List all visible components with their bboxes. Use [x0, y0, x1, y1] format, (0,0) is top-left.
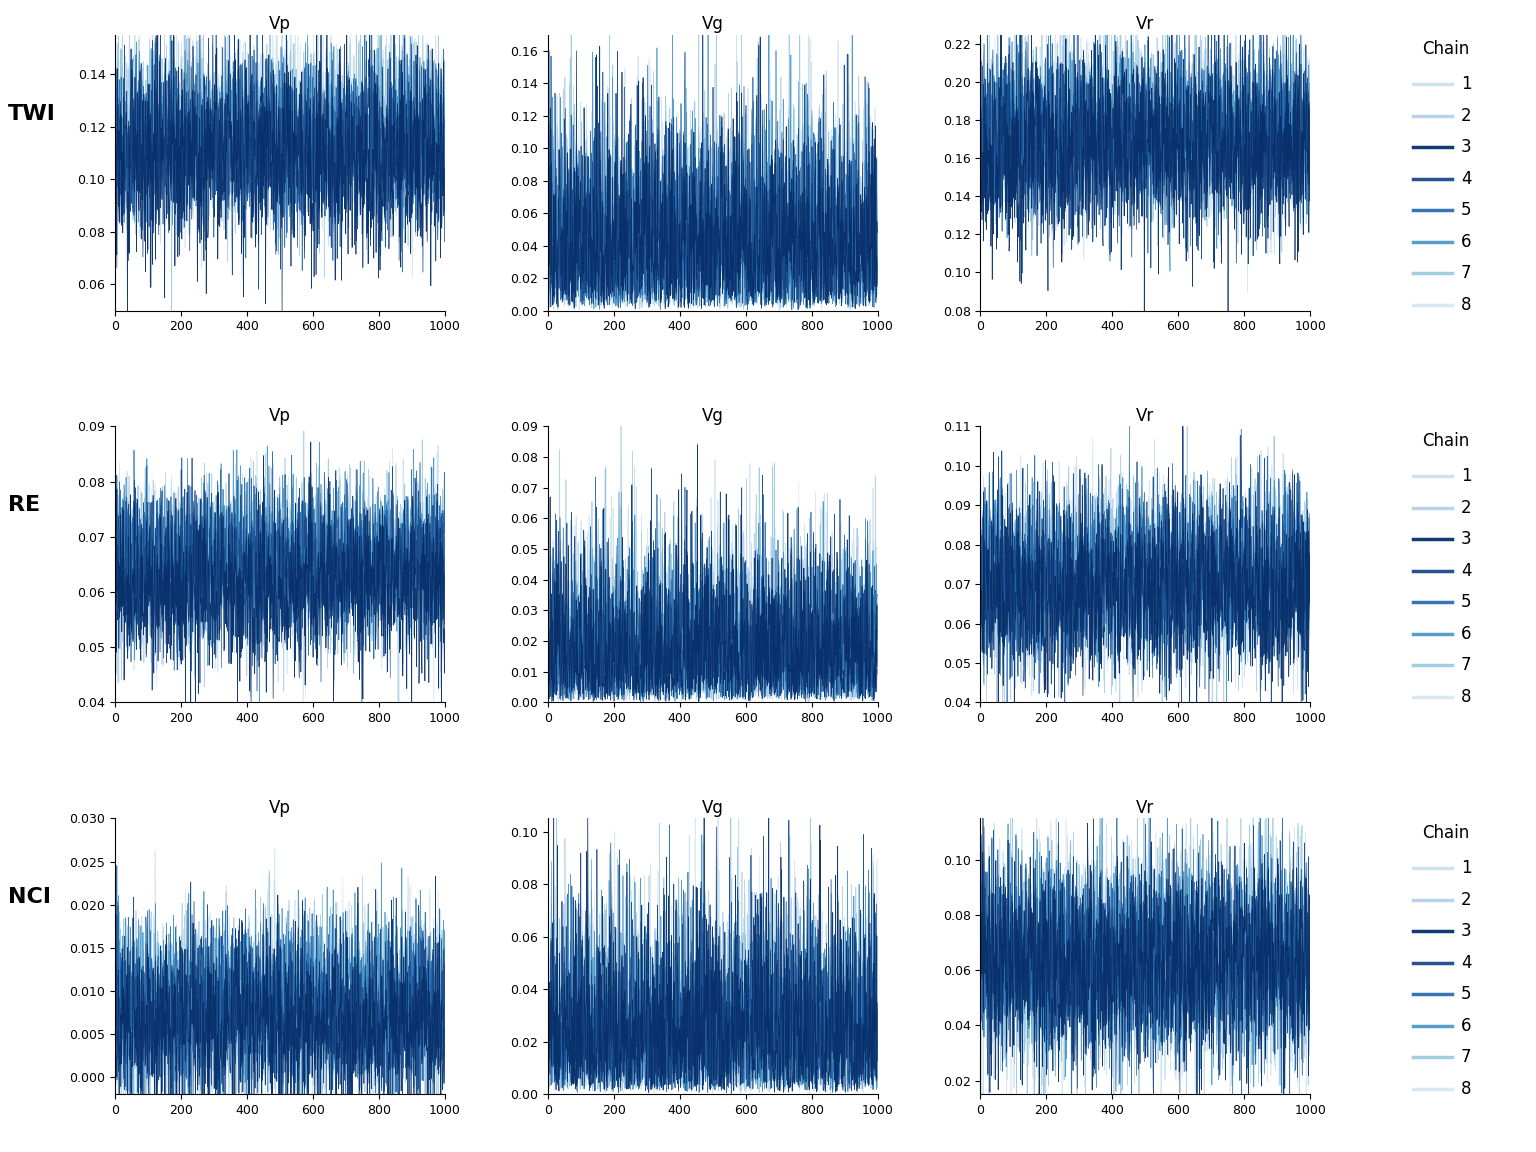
Title: Vg: Vg	[702, 407, 723, 425]
Text: 4: 4	[1461, 954, 1471, 971]
Title: Vr: Vr	[1137, 407, 1155, 425]
Text: Chain: Chain	[1422, 824, 1470, 842]
Text: 5: 5	[1461, 985, 1471, 1003]
Text: 8: 8	[1461, 1079, 1471, 1098]
Text: 3: 3	[1461, 138, 1471, 157]
Text: 8: 8	[1461, 296, 1471, 314]
Text: 2: 2	[1461, 890, 1471, 909]
Title: Vp: Vp	[269, 407, 290, 425]
Text: 6: 6	[1461, 1017, 1471, 1034]
Title: Vr: Vr	[1137, 798, 1155, 817]
Text: 8: 8	[1461, 688, 1471, 706]
Title: Vp: Vp	[269, 798, 290, 817]
Title: Vp: Vp	[269, 15, 290, 33]
Text: 1: 1	[1461, 859, 1471, 877]
Text: 7: 7	[1461, 265, 1471, 282]
Text: 3: 3	[1461, 922, 1471, 940]
Text: RE: RE	[8, 495, 40, 515]
Text: 2: 2	[1461, 499, 1471, 517]
Text: 6: 6	[1461, 233, 1471, 251]
Text: 1: 1	[1461, 468, 1471, 485]
Text: Chain: Chain	[1422, 40, 1470, 58]
Text: TWI: TWI	[8, 104, 55, 123]
Text: 7: 7	[1461, 657, 1471, 674]
Title: Vg: Vg	[702, 15, 723, 33]
Text: 5: 5	[1461, 202, 1471, 219]
Text: 1: 1	[1461, 75, 1471, 93]
Text: 3: 3	[1461, 530, 1471, 548]
Text: 4: 4	[1461, 169, 1471, 188]
Text: 7: 7	[1461, 1048, 1471, 1067]
Text: NCI: NCI	[8, 887, 51, 908]
Title: Vg: Vg	[702, 798, 723, 817]
Text: 2: 2	[1461, 107, 1471, 124]
Title: Vr: Vr	[1137, 15, 1155, 33]
Text: 5: 5	[1461, 593, 1471, 612]
Text: 6: 6	[1461, 624, 1471, 643]
Text: 4: 4	[1461, 562, 1471, 579]
Text: Chain: Chain	[1422, 432, 1470, 450]
